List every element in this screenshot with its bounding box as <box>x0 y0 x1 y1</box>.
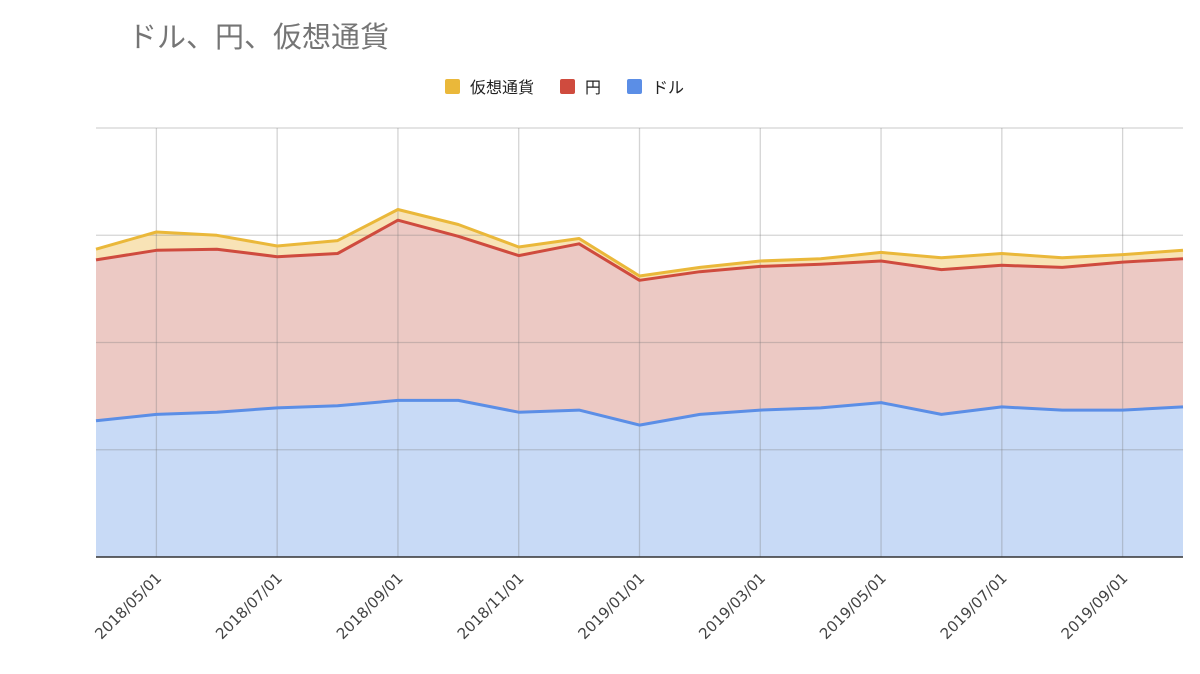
area-fill-0 <box>96 400 1183 557</box>
series-line-0 <box>95 398 1184 427</box>
legend-label-crypto: 仮想通貨 <box>470 78 535 97</box>
legend-label-yen: 円 <box>585 78 602 97</box>
area-fill-1 <box>96 220 1183 426</box>
legend-item-crypto[interactable]: 仮想通貨 <box>445 74 534 98</box>
x-tick-label-2: 2018/09/01 <box>333 569 407 643</box>
legend-swatch-crypto <box>445 78 460 94</box>
x-tick-label-1: 2018/07/01 <box>212 569 286 643</box>
legend-label-dollar: ドル <box>652 78 685 97</box>
chart-legend: 仮想通貨 円 ドル <box>445 74 710 98</box>
x-tick-label-6: 2019/05/01 <box>816 569 890 643</box>
legend-item-yen[interactable]: 円 <box>560 74 601 98</box>
x-tick-label-4: 2019/01/01 <box>574 569 648 643</box>
legend-swatch-yen <box>560 78 576 94</box>
x-tick-label-3: 2018/11/01 <box>454 569 528 643</box>
legend-swatch-dollar <box>627 78 643 94</box>
chart-title: ドル、円、仮想通貨 <box>128 20 390 54</box>
x-tick-label-0: 2018/05/01 <box>91 569 165 643</box>
series-line-2 <box>95 208 1184 278</box>
x-tick-label-5: 2019/03/01 <box>695 569 769 643</box>
area-fill-2 <box>96 209 1183 281</box>
x-tick-label-7: 2019/07/01 <box>937 569 1011 643</box>
x-tick-label-8: 2019/09/01 <box>1058 569 1132 643</box>
legend-item-dollar[interactable]: ドル <box>627 74 684 98</box>
series-line-1 <box>95 218 1184 282</box>
